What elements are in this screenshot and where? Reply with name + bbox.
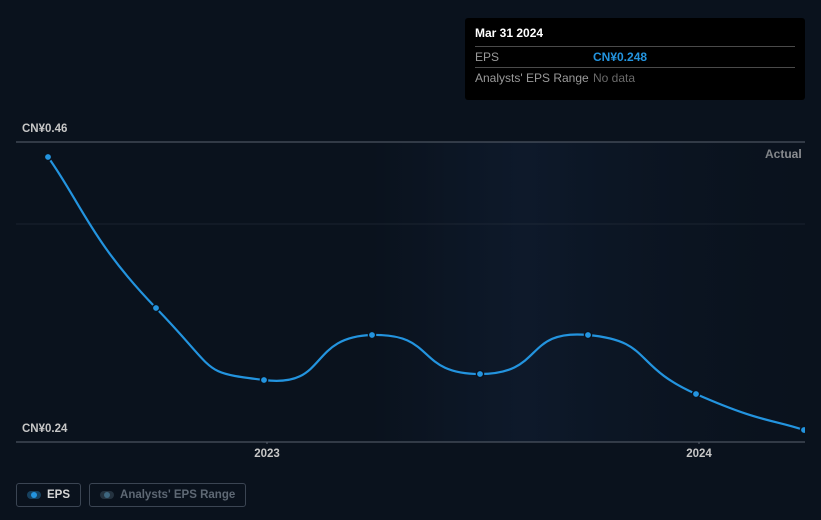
eps-point [584,331,591,338]
eps-point [152,304,159,311]
line-chart [0,0,805,444]
legend-swatch-dot [104,492,110,498]
legend-swatch-dot [31,492,37,498]
legend-item-label: Analysts' EPS Range [120,489,235,501]
eps-point [44,153,51,160]
chart-legend: EPS Analysts' EPS Range [16,483,246,507]
eps-point [692,390,699,397]
legend-item-label: EPS [47,489,70,501]
legend-item-eps[interactable]: EPS [16,483,81,507]
legend-swatch [100,491,114,499]
legend-item-analysts-eps-range[interactable]: Analysts' EPS Range [89,483,246,507]
actual-region-shade [372,142,805,442]
eps-point [800,426,805,433]
x-axis-label: 2023 [254,448,280,460]
eps-point [476,370,483,377]
x-axis-label: 2024 [686,448,712,460]
chart-container: { "tooltip": { "x": 465, "y": 18, "width… [0,0,821,520]
eps-point [368,331,375,338]
eps-point [260,376,267,383]
legend-swatch [27,491,41,499]
